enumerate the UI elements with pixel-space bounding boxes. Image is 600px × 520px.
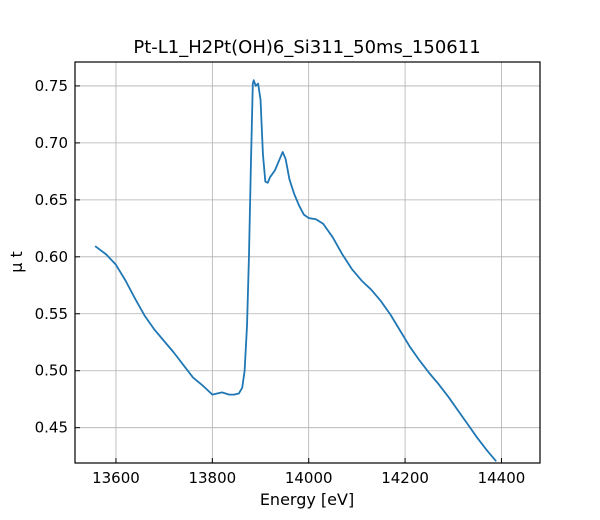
series-group [94,79,497,462]
y-tick-label: 0.45 [35,419,68,437]
grid-lines [75,62,540,463]
y-tick-label: 0.75 [35,77,68,95]
y-tick-label: 0.55 [35,305,68,323]
series-line [94,79,497,462]
x-tick-label: 13800 [188,469,236,487]
plot-frame [74,61,541,464]
y-tick-label: 0.70 [35,134,68,152]
x-tick-label: 14400 [478,469,526,487]
x-tick-label: 13600 [92,469,140,487]
y-tick-label: 0.50 [35,362,68,380]
chart-title: Pt-L1_H2Pt(OH)6_Si311_50ms_150611 [133,37,480,58]
x-tick-label: 14200 [381,469,429,487]
x-axis-label: Energy [eV] [260,490,354,509]
axis-ticks: 13600 13800 14000 14200 14400 0.45 0.50 0.55 0.6… [35,77,526,487]
y-axis-label: μ t [7,251,26,273]
y-tick-label: 0.60 [35,248,68,266]
y-tick-label: 0.65 [35,191,68,209]
x-tick-label: 14000 [285,469,333,487]
